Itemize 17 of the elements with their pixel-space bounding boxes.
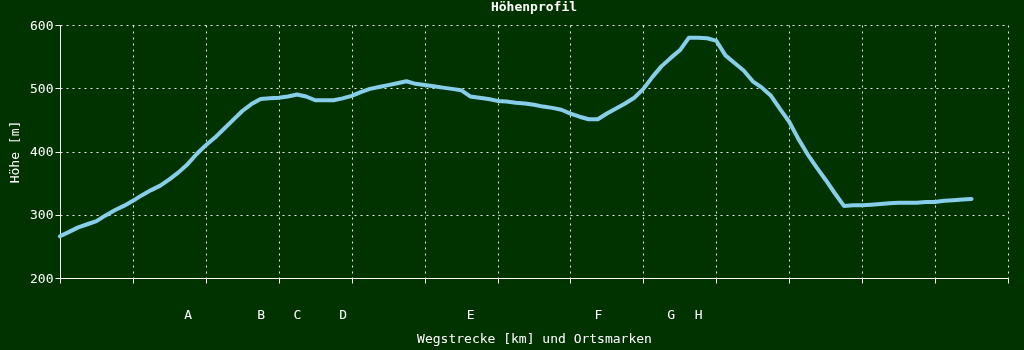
y-tick-label: 600 bbox=[30, 17, 54, 33]
x-tick-label: C bbox=[293, 306, 302, 322]
y-axis-title: Höhe [m] bbox=[7, 120, 23, 184]
x-tick-label: E bbox=[466, 306, 475, 322]
y-tick-label: 500 bbox=[30, 80, 54, 96]
x-tick-label: H bbox=[694, 306, 703, 322]
x-tick-label: A bbox=[184, 306, 193, 322]
x-tick-label: D bbox=[339, 306, 348, 322]
x-axis-title: Wegstrecke [km] und Ortsmarken bbox=[417, 330, 652, 346]
x-tick-label: G bbox=[667, 306, 676, 322]
line-series bbox=[58, 35, 974, 239]
y-tick-label: 300 bbox=[30, 207, 54, 223]
y-tick-label: 400 bbox=[30, 144, 54, 159]
x-tick-label: F bbox=[594, 306, 603, 322]
x-tick-label: B bbox=[257, 306, 266, 322]
y-tick-label: 200 bbox=[30, 270, 54, 286]
chart-title: Höhenprofil bbox=[490, 0, 578, 14]
